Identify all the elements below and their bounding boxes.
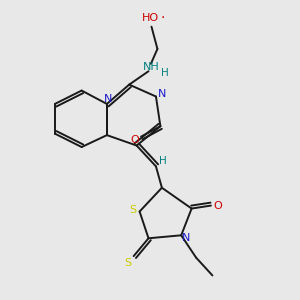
Text: ·: ·: [160, 11, 165, 25]
Text: S: S: [130, 205, 136, 215]
Text: N: N: [182, 233, 191, 243]
Text: S: S: [125, 258, 132, 268]
Text: HO: HO: [141, 13, 159, 23]
Text: H: H: [161, 68, 169, 78]
Text: N: N: [104, 94, 112, 104]
Text: NH: NH: [142, 62, 159, 72]
Text: O: O: [213, 201, 222, 211]
Text: O: O: [130, 135, 139, 145]
Text: H: H: [160, 156, 167, 166]
Text: N: N: [158, 88, 167, 98]
